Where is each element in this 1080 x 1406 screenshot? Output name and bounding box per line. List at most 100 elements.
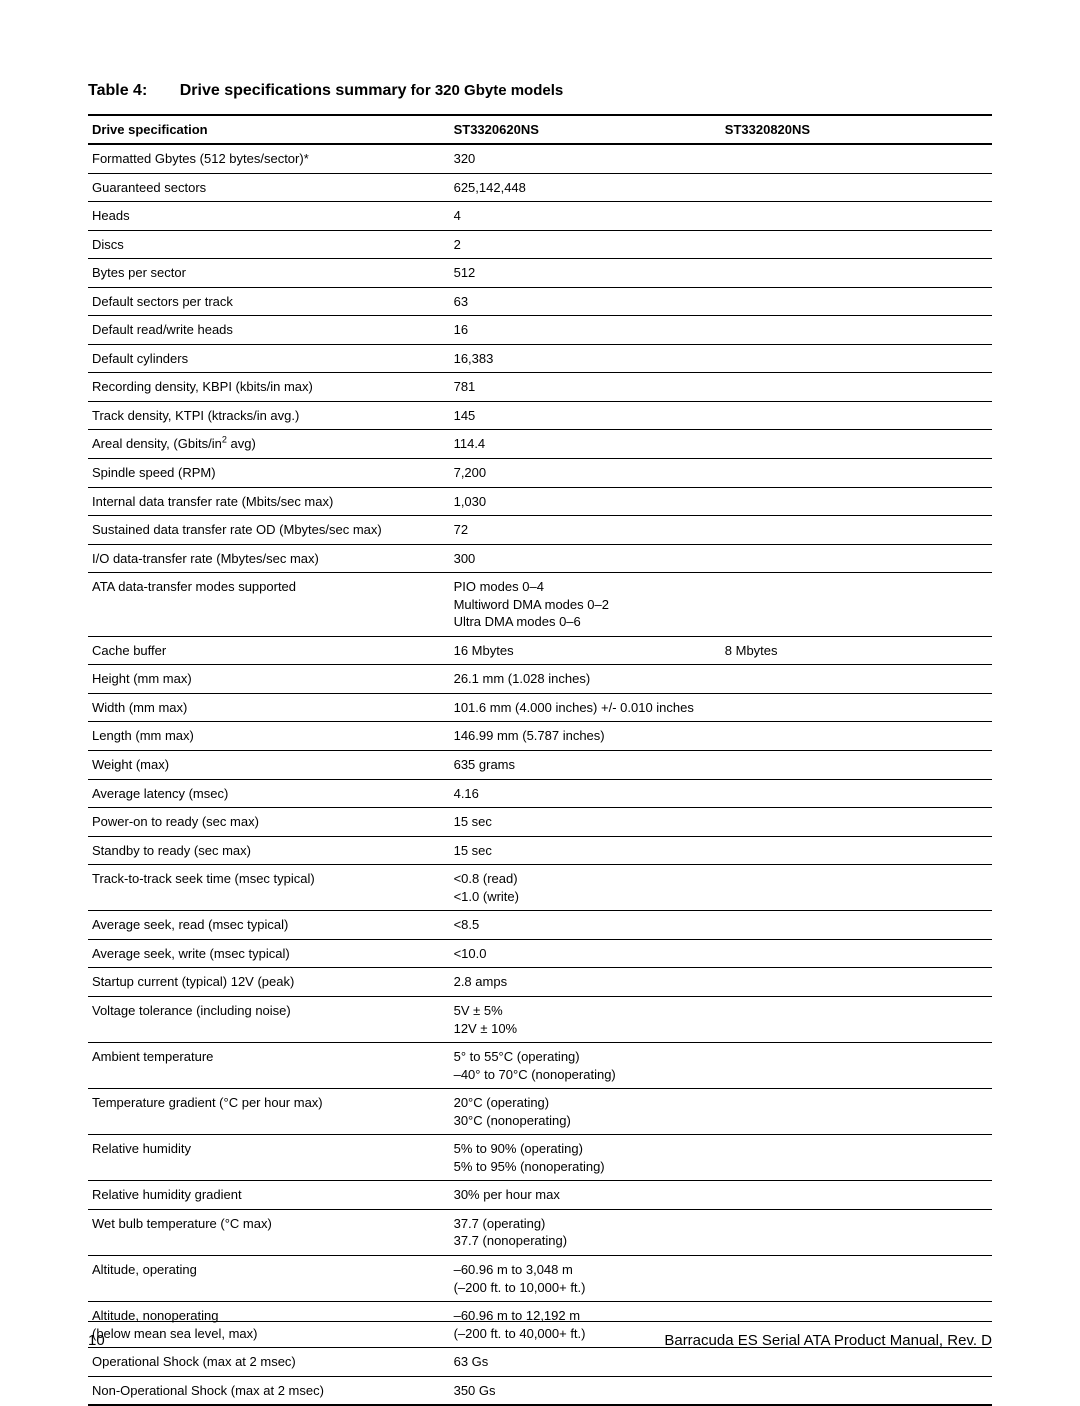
spec-value-cell: 114.4: [450, 430, 992, 459]
spec-value-cell: 37.7 (operating)37.7 (nonoperating): [450, 1209, 992, 1255]
table-row: Length (mm max)146.99 mm (5.787 inches): [88, 722, 992, 751]
table-row: Average seek, read (msec typical)<8.5: [88, 911, 992, 940]
spec-label-cell: Ambient temperature: [88, 1043, 450, 1089]
spec-value-cell: 5% to 90% (operating)5% to 95% (nonopera…: [450, 1135, 992, 1181]
table-row: Weight (max)635 grams: [88, 751, 992, 780]
table-row: ATA data-transfer modes supportedPIO mod…: [88, 573, 992, 637]
spec-value-cell: 15 sec: [450, 808, 992, 837]
spec-label-cell: Default read/write heads: [88, 316, 450, 345]
col-header-model-a: ST3320620NS: [450, 115, 721, 144]
spec-value-cell: 512: [450, 259, 992, 288]
table-row: Discs2: [88, 230, 992, 259]
table-row: Cache buffer16 Mbytes8 Mbytes: [88, 636, 992, 665]
table-row: Track-to-track seek time (msec typical)<…: [88, 865, 992, 911]
spec-value-cell: 72: [450, 516, 992, 545]
spec-value-cell: –60.96 m to 3,048 m(–200 ft. to 10,000+ …: [450, 1255, 992, 1301]
table-row: Wet bulb temperature (°C max)37.7 (opera…: [88, 1209, 992, 1255]
spec-value-b-cell: 8 Mbytes: [721, 636, 992, 665]
spec-label-cell: Wet bulb temperature (°C max): [88, 1209, 450, 1255]
spec-value-cell: <10.0: [450, 939, 992, 968]
spec-value-cell: 101.6 mm (4.000 inches) +/- 0.010 inches: [450, 693, 992, 722]
spec-label-cell: Height (mm max): [88, 665, 450, 694]
table-row: Operational Shock (max at 2 msec)63 Gs: [88, 1348, 992, 1377]
page: Table 4: Drive specifications summary fo…: [0, 0, 1080, 1397]
spec-label-cell: Relative humidity gradient: [88, 1181, 450, 1210]
table-row: Formatted Gbytes (512 bytes/sector)*320: [88, 144, 992, 173]
spec-value-cell: 300: [450, 544, 992, 573]
spec-value-cell: 5° to 55°C (operating)–40° to 70°C (nono…: [450, 1043, 992, 1089]
spec-label-cell: Bytes per sector: [88, 259, 450, 288]
spec-label-cell: Voltage tolerance (including noise): [88, 996, 450, 1042]
spec-label-cell: Track-to-track seek time (msec typical): [88, 865, 450, 911]
spec-value-cell: 4: [450, 202, 992, 231]
spec-label-cell: Recording density, KBPI (kbits/in max): [88, 373, 450, 402]
spec-value-cell: 5V ± 5%12V ± 10%: [450, 996, 992, 1042]
spec-label-cell: Internal data transfer rate (Mbits/sec m…: [88, 487, 450, 516]
spec-label-cell: Areal density, (Gbits/in2 avg): [88, 430, 450, 459]
table-row: Bytes per sector512: [88, 259, 992, 288]
spec-label-cell: Standby to ready (sec max): [88, 836, 450, 865]
spec-label-cell: Relative humidity: [88, 1135, 450, 1181]
spec-label-cell: Startup current (typical) 12V (peak): [88, 968, 450, 997]
table-row: Voltage tolerance (including noise)5V ± …: [88, 996, 992, 1042]
table-row: Non-Operational Shock (max at 2 msec)350…: [88, 1376, 992, 1405]
table-row: Temperature gradient (°C per hour max)20…: [88, 1089, 992, 1135]
footer-page-number: 10: [88, 1332, 105, 1349]
spec-value-cell: 26.1 mm (1.028 inches): [450, 665, 992, 694]
table-row: Heads4: [88, 202, 992, 231]
table-row: Width (mm max)101.6 mm (4.000 inches) +/…: [88, 693, 992, 722]
table-row: Default cylinders16,383: [88, 344, 992, 373]
table-row: Guaranteed sectors625,142,448: [88, 173, 992, 202]
spec-value-cell: 320: [450, 144, 992, 173]
table-row: I/O data-transfer rate (Mbytes/sec max)3…: [88, 544, 992, 573]
spec-label-cell: Default sectors per track: [88, 287, 450, 316]
spec-value-a-cell: 16 Mbytes: [450, 636, 721, 665]
table-row: Areal density, (Gbits/in2 avg)114.4: [88, 430, 992, 459]
spec-label-cell: Power-on to ready (sec max): [88, 808, 450, 837]
spec-label-cell: Average seek, read (msec typical): [88, 911, 450, 940]
spec-value-cell: 16,383: [450, 344, 992, 373]
table-title-bold: Drive specifications summary: [180, 82, 407, 99]
table-row: Sustained data transfer rate OD (Mbytes/…: [88, 516, 992, 545]
spec-value-cell: 350 Gs: [450, 1376, 992, 1405]
page-footer: 10 Barracuda ES Serial ATA Product Manua…: [88, 1321, 992, 1349]
table-row: Recording density, KBPI (kbits/in max)78…: [88, 373, 992, 402]
col-header-spec: Drive specification: [88, 115, 450, 144]
spec-value-cell: 625,142,448: [450, 173, 992, 202]
spec-value-cell: PIO modes 0–4Multiword DMA modes 0–2Ultr…: [450, 573, 992, 637]
spec-value-cell: 145: [450, 401, 992, 430]
spec-value-cell: <0.8 (read)<1.0 (write): [450, 865, 992, 911]
table-number: Table 4:: [88, 82, 147, 99]
table-row: Power-on to ready (sec max)15 sec: [88, 808, 992, 837]
table-row: Average latency (msec)4.16: [88, 779, 992, 808]
spec-label-cell: Default cylinders: [88, 344, 450, 373]
spec-label-cell: Guaranteed sectors: [88, 173, 450, 202]
footer-document-title: Barracuda ES Serial ATA Product Manual, …: [664, 1332, 992, 1349]
spec-label-cell: ATA data-transfer modes supported: [88, 573, 450, 637]
spec-label-cell: Heads: [88, 202, 450, 231]
spec-value-cell: 2.8 amps: [450, 968, 992, 997]
spec-label-cell: Formatted Gbytes (512 bytes/sector)*: [88, 144, 450, 173]
spec-label-cell: Average latency (msec): [88, 779, 450, 808]
table-row: Default read/write heads16: [88, 316, 992, 345]
spec-value-cell: 2: [450, 230, 992, 259]
spec-value-cell: 30% per hour max: [450, 1181, 992, 1210]
spec-label-cell: Spindle speed (RPM): [88, 459, 450, 488]
spec-label-cell: Non-Operational Shock (max at 2 msec): [88, 1376, 450, 1405]
spec-value-cell: 7,200: [450, 459, 992, 488]
spec-label-cell: Sustained data transfer rate OD (Mbytes/…: [88, 516, 450, 545]
spec-label-cell: Altitude, operating: [88, 1255, 450, 1301]
table-row: Average seek, write (msec typical)<10.0: [88, 939, 992, 968]
spec-label-cell: Temperature gradient (°C per hour max): [88, 1089, 450, 1135]
table-row: Default sectors per track63: [88, 287, 992, 316]
table-row: Relative humidity gradient30% per hour m…: [88, 1181, 992, 1210]
table-row: Startup current (typical) 12V (peak)2.8 …: [88, 968, 992, 997]
spec-value-cell: 20°C (operating)30°C (nonoperating): [450, 1089, 992, 1135]
spec-value-cell: 146.99 mm (5.787 inches): [450, 722, 992, 751]
table-row: Height (mm max)26.1 mm (1.028 inches): [88, 665, 992, 694]
spec-value-cell: <8.5: [450, 911, 992, 940]
table-title-regular: for 320 Gbyte models: [407, 82, 564, 99]
table-row: Relative humidity5% to 90% (operating)5%…: [88, 1135, 992, 1181]
spec-table: Drive specification ST3320620NS ST332082…: [88, 114, 992, 1406]
spec-label-cell: Width (mm max): [88, 693, 450, 722]
